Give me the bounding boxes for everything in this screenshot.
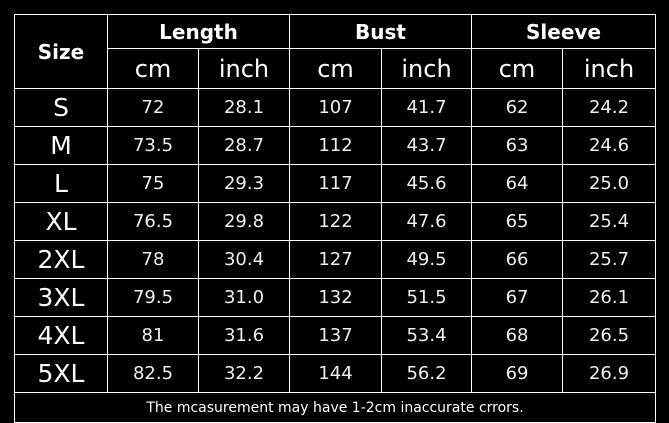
data-row: S 72 28.1 107 41.7 62 24.2: [14, 88, 657, 127]
measurement: 28.1: [197, 88, 291, 127]
measurement: 75: [107, 164, 199, 203]
data-row: M 73.5 28.7 112 43.7 63 24.6: [14, 126, 657, 165]
data-row: 2XL 78 30.4 127 49.5 66 25.7: [14, 240, 657, 279]
measurement: 117: [289, 164, 383, 203]
measurement: 25.0: [562, 164, 657, 203]
measurement: 32.2: [197, 354, 291, 393]
measurement: 41.7: [381, 88, 473, 127]
size-header: Size: [14, 14, 108, 89]
measurement: 30.4: [197, 240, 291, 279]
size-label: L: [14, 164, 108, 203]
group-header: Bust: [289, 14, 473, 49]
measurement: 28.7: [197, 126, 291, 165]
group-header: Sleeve: [471, 14, 657, 49]
size-label: XL: [14, 202, 108, 241]
measurement: 26.1: [562, 278, 657, 317]
measurement: 26.9: [562, 354, 657, 393]
table-head: Size Length Bust Sleeve cm inch cm inch cm inch: [14, 14, 657, 89]
measurement: 49.5: [381, 240, 473, 279]
footer-note: The mcasurement may have 1-2cm inaccurat…: [13, 392, 657, 423]
measurement: 56.2: [381, 354, 473, 393]
measurement: 132: [289, 278, 383, 317]
size-label: M: [14, 126, 108, 165]
unit-header: inch: [381, 48, 473, 89]
data-row: 3XL 79.5 31.0 132 51.5 67 26.1: [14, 278, 657, 317]
measurement: 24.2: [562, 88, 657, 127]
data-row: L 75 29.3 117 45.6 64 25.0: [14, 164, 657, 203]
measurement: 47.6: [381, 202, 473, 241]
size-label: 2XL: [14, 240, 108, 279]
table-body: S 72 28.1 107 41.7 62 24.2 M 73.5 28.7 112 43.7 63 24…: [13, 88, 657, 423]
data-row: XL 76.5 29.8 122 47.6 65 25.4: [14, 202, 657, 241]
measurement: 73.5: [107, 126, 199, 165]
measurement: 78: [107, 240, 199, 279]
measurement: 24.6: [562, 126, 657, 165]
unit-header: cm: [471, 48, 564, 89]
measurement: 43.7: [381, 126, 473, 165]
measurement: 25.4: [562, 202, 657, 241]
size-label: 3XL: [14, 278, 108, 317]
data-row: 4XL 81 31.6 137 53.4 68 26.5: [14, 316, 657, 355]
measurement: 64: [471, 164, 564, 203]
measurement: 76.5: [107, 202, 199, 241]
measurement: 25.7: [562, 240, 657, 279]
measurement: 65: [471, 202, 564, 241]
size-label: 5XL: [14, 354, 108, 393]
measurement: 81: [107, 316, 199, 355]
size-label: S: [14, 88, 108, 127]
data-row: 5XL 82.5 32.2 144 56.2 69 26.9: [14, 354, 657, 393]
group-header: Length: [106, 14, 291, 49]
measurement: 144: [289, 354, 383, 393]
measurement: 127: [289, 240, 383, 279]
footer-row: The mcasurement may have 1-2cm inaccurat…: [13, 392, 657, 423]
measurement: 68: [471, 316, 564, 355]
measurement: 69: [471, 354, 564, 393]
measurement: 51.5: [381, 278, 473, 317]
measurement: 45.6: [381, 164, 473, 203]
measurement: 72: [107, 88, 199, 127]
measurement: 82.5: [107, 354, 199, 393]
unit-header: inch: [562, 48, 657, 89]
measurement: 66: [471, 240, 564, 279]
measurement: 31.0: [197, 278, 291, 317]
measurement: 53.4: [381, 316, 473, 355]
unit-row: cm inch cm inch cm inch: [15, 48, 657, 89]
measurement: 112: [289, 126, 383, 165]
header-row: Size Length Bust Sleeve: [14, 14, 657, 89]
size-table: Size Length Bust Sleeve cm inch cm inch cm inch…: [13, 14, 657, 423]
unit-header: cm: [289, 48, 383, 89]
measurement: 63: [471, 126, 564, 165]
size-label: 4XL: [14, 316, 108, 355]
measurement: 29.8: [197, 202, 291, 241]
measurement: 122: [289, 202, 383, 241]
measurement: 31.6: [197, 316, 291, 355]
measurement: 79.5: [107, 278, 199, 317]
unit-header: inch: [197, 48, 291, 89]
measurement: 26.5: [562, 316, 657, 355]
measurement: 62: [471, 88, 564, 127]
measurement: 107: [289, 88, 383, 127]
measurement: 67: [471, 278, 564, 317]
unit-header: cm: [107, 48, 199, 89]
measurement: 29.3: [197, 164, 291, 203]
measurement: 137: [289, 316, 383, 355]
